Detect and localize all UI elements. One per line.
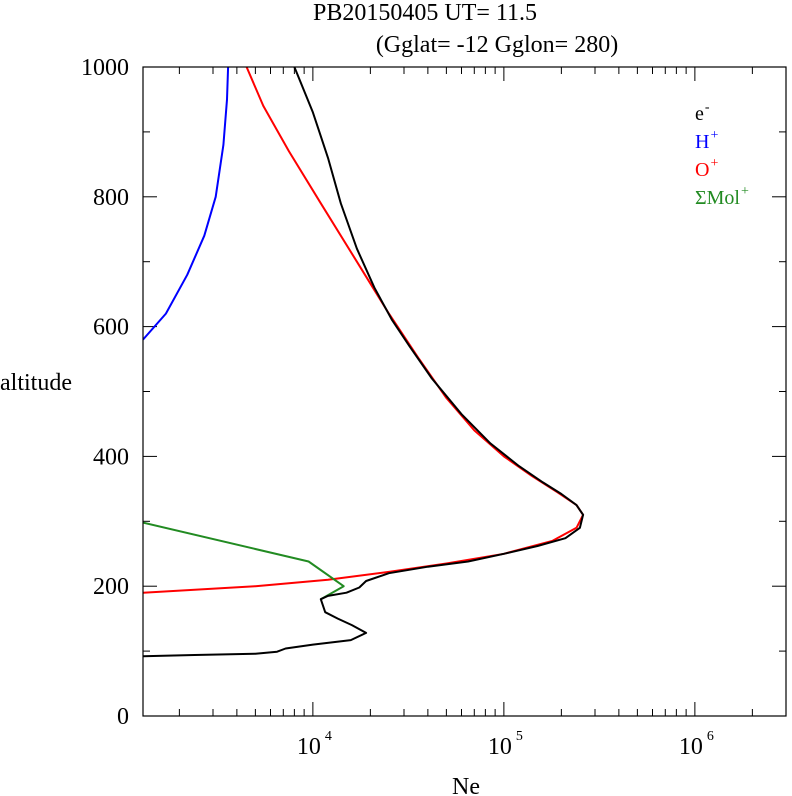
y-tick-label: 600 <box>93 315 129 341</box>
axis-ticks <box>143 66 787 717</box>
x-tick-label: 10 <box>297 734 321 760</box>
y-axis-label: altitude <box>0 370 72 396</box>
legend: e -H +O +ΣMol + <box>695 100 749 209</box>
legend-entry: H <box>695 131 709 153</box>
plot-frame <box>142 66 787 717</box>
x-axis-label: Ne <box>452 774 480 796</box>
x-tick-exponent: 4 <box>325 729 332 744</box>
series-line-electron <box>143 67 585 658</box>
x-tick-labels: 10 4 10 5 10 6 <box>297 729 714 760</box>
x-tick-label: 10 <box>488 734 512 760</box>
y-tick-label: 400 <box>93 444 129 470</box>
series-line-oxygen <box>143 67 585 594</box>
chart-title-line2: (Gglat= -12 Gglon= 280) <box>376 32 618 58</box>
y-tick-labels: 0 200 400 600 800 1000 <box>81 55 129 730</box>
y-tick-label: 800 <box>93 185 129 211</box>
x-tick-exponent: 5 <box>516 729 523 744</box>
legend-superscript: + <box>710 128 718 143</box>
chart-title-line1: PB20150405 UT= 11.5 <box>313 0 537 26</box>
series-line-molecular <box>143 521 345 601</box>
legend-entry: ΣMol <box>695 187 740 209</box>
legend-entry: O <box>695 159 709 181</box>
legend-superscript: + <box>741 184 749 199</box>
legend-entry: e <box>695 103 704 125</box>
y-tick-label: 0 <box>117 704 129 730</box>
legend-superscript: - <box>705 100 710 115</box>
y-tick-label: 200 <box>93 574 129 600</box>
legend-superscript: + <box>710 156 718 171</box>
y-tick-label: 1000 <box>81 55 129 81</box>
series-line-hydrogen <box>143 67 230 341</box>
x-tick-exponent: 6 <box>707 729 714 744</box>
x-tick-label: 10 <box>679 734 703 760</box>
series-lines <box>143 67 585 658</box>
